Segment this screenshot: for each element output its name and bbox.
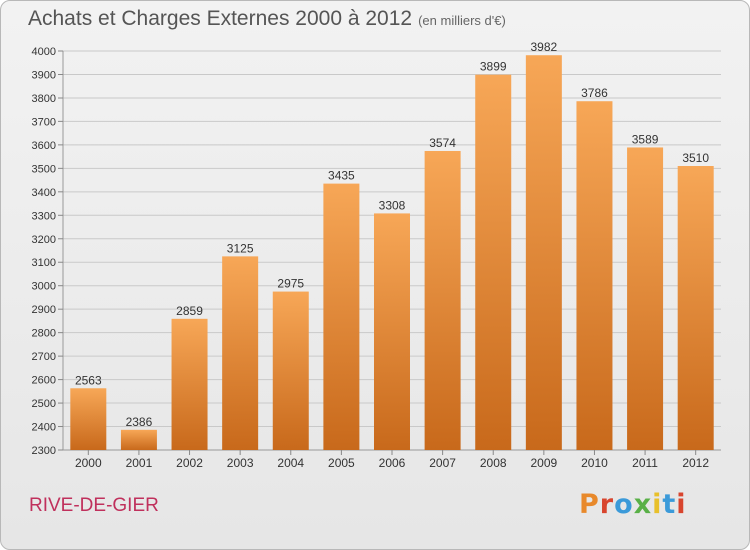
- bar-2011: [627, 147, 664, 450]
- data-label-2009: 3982: [530, 40, 557, 54]
- logo-letter: i: [652, 489, 663, 520]
- x-tick-label-2000: 2000: [75, 456, 102, 470]
- x-tick-label-2001: 2001: [126, 456, 153, 470]
- y-tick-label: 3100: [32, 257, 56, 269]
- x-tick-label-2002: 2002: [176, 456, 203, 470]
- bar-2003: [222, 256, 259, 450]
- data-label-2001: 2386: [126, 415, 153, 429]
- bar-2001: [120, 429, 157, 450]
- data-label-2005: 3435: [328, 169, 355, 183]
- logo-letter: o: [614, 489, 634, 520]
- y-axis-ticks: 2300 2400 2500 2600 2700 2800 2900 3000 3100 3200…: [32, 46, 63, 457]
- bar-2007: [424, 150, 461, 450]
- bar-2012: [677, 166, 714, 450]
- logo-letter: x: [633, 489, 653, 520]
- logo-letter: t: [662, 489, 677, 520]
- logo-letter: P: [579, 489, 600, 520]
- x-tick-label-2005: 2005: [328, 456, 355, 470]
- chart-title-text: Achats et Charges Externes 2000 à 2012: [28, 7, 413, 30]
- y-tick-label: 3600: [32, 140, 56, 152]
- bar-2008: [475, 74, 512, 450]
- logo-letter: i: [676, 489, 687, 520]
- y-tick-label: 2800: [32, 328, 56, 340]
- data-label-2007: 3574: [429, 136, 456, 150]
- y-tick-label: 4000: [32, 46, 56, 58]
- y-tick-label: 2600: [32, 375, 56, 387]
- bar-2005: [323, 183, 360, 450]
- x-tick-label-2003: 2003: [227, 456, 254, 470]
- y-tick-label: 3800: [32, 93, 56, 105]
- x-tick-label-2010: 2010: [581, 456, 608, 470]
- data-label-2011: 3589: [632, 132, 659, 146]
- y-tick-label: 3700: [32, 116, 56, 128]
- place-name: RIVE-DE-GIER: [29, 495, 159, 516]
- data-label-2002: 2859: [176, 304, 203, 318]
- x-tick-label-2004: 2004: [277, 456, 304, 470]
- x-tick-label-2006: 2006: [379, 456, 406, 470]
- y-tick-label: 2900: [32, 304, 56, 316]
- bar-2000: [70, 388, 107, 450]
- y-tick-label: 3000: [32, 281, 56, 293]
- y-tick-label: 3200: [32, 234, 56, 246]
- y-tick-label: 2400: [32, 422, 56, 434]
- data-label-2004: 2975: [277, 277, 304, 291]
- x-axis-ticks: 2000 2001 2002 2003 2004 2005 2006 2007 2008 2009…: [75, 450, 709, 470]
- y-tick-label: 3300: [32, 210, 56, 222]
- bar-2006: [374, 213, 410, 450]
- data-label-2000: 2563: [75, 373, 102, 387]
- x-tick-label-2009: 2009: [530, 456, 557, 470]
- bar-2010: [576, 101, 613, 451]
- logo-letter: r: [599, 489, 615, 520]
- data-label-2010: 3786: [581, 86, 608, 100]
- y-tick-label: 2700: [32, 351, 56, 363]
- y-tick-label: 3500: [32, 163, 56, 175]
- bar-2009: [525, 55, 562, 451]
- y-tick-label: 3400: [32, 187, 56, 199]
- bar-2004: [272, 291, 309, 450]
- x-tick-label-2007: 2007: [429, 456, 456, 470]
- chart-title: Achats et Charges Externes 2000 à 2012 (e…: [28, 7, 506, 31]
- y-tick-label: 3900: [32, 69, 56, 81]
- x-tick-label-2008: 2008: [480, 456, 507, 470]
- bars: [70, 55, 714, 451]
- data-label-2006: 3308: [379, 198, 406, 212]
- y-tick-label: 2500: [32, 398, 56, 410]
- bar-2002: [171, 318, 208, 450]
- proxiti-logo: Proxiti: [579, 489, 687, 520]
- data-label-2012: 3510: [682, 151, 709, 165]
- x-tick-label-2011: 2011: [632, 456, 658, 470]
- data-label-2008: 3899: [480, 60, 507, 74]
- data-labels: 2563 2386 2859 3125 2975 3435 3308 3574 3899 3982…: [75, 40, 709, 429]
- data-label-2003: 3125: [227, 241, 254, 255]
- y-tick-label: 2300: [32, 445, 56, 457]
- x-tick-label-2012: 2012: [682, 456, 709, 470]
- chart-unit: (en milliers d'€): [418, 13, 506, 28]
